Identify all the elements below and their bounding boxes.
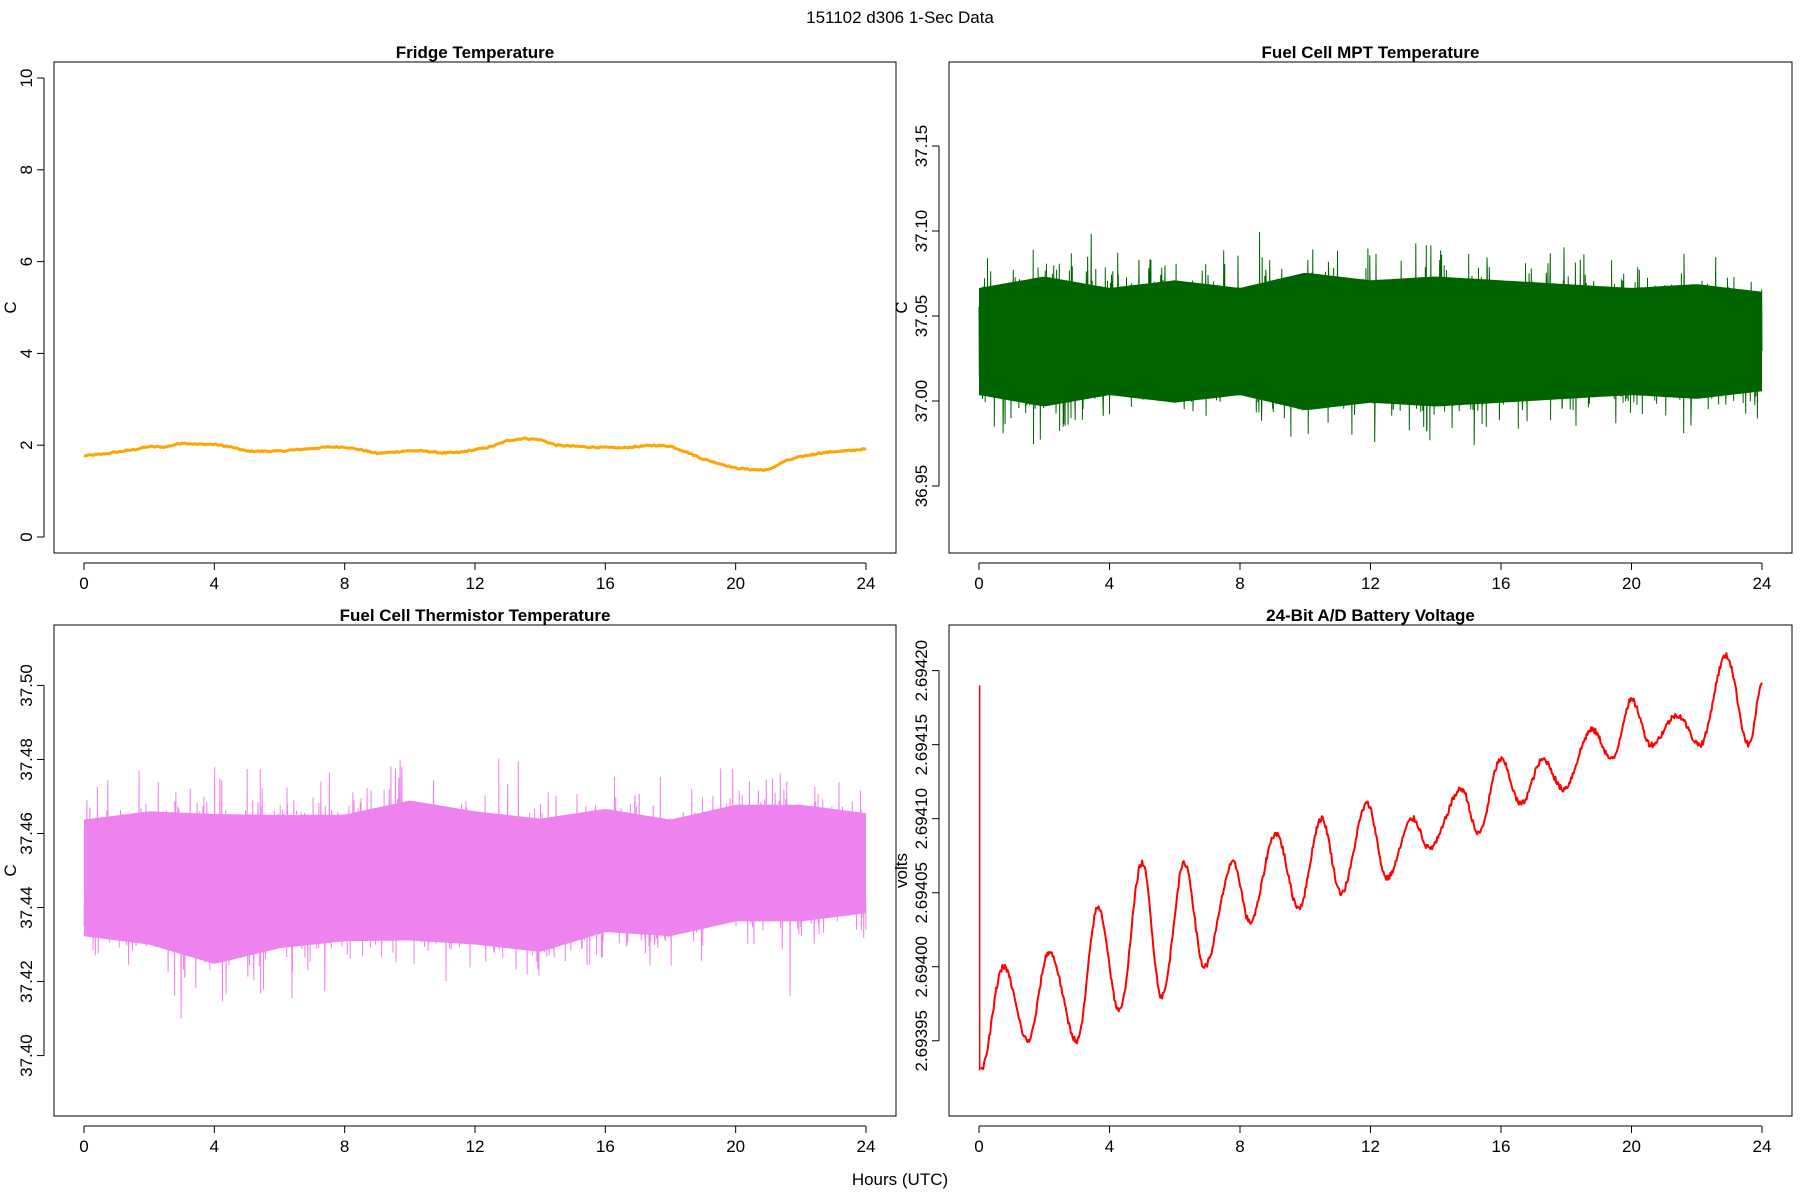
x-tick-label: 4 xyxy=(210,574,219,593)
x-tick-label: 0 xyxy=(974,1137,983,1156)
x-tick-label: 24 xyxy=(857,574,876,593)
y-tick-label: 8 xyxy=(17,165,36,174)
y-tick-label: 37.48 xyxy=(17,738,36,781)
y-tick-label: 6 xyxy=(17,257,36,266)
y-axis-label: C xyxy=(892,301,911,313)
x-tick-label: 0 xyxy=(79,1137,88,1156)
panel-title: 24-Bit A/D Battery Voltage xyxy=(1266,606,1475,625)
x-tick-label: 8 xyxy=(1235,574,1244,593)
series-band xyxy=(84,800,866,964)
y-axis-label: C xyxy=(1,864,20,876)
x-tick-label: 12 xyxy=(1361,574,1380,593)
x-tick-label: 20 xyxy=(1622,574,1641,593)
x-tick-label: 20 xyxy=(726,574,745,593)
y-tick-label: 4 xyxy=(17,349,36,358)
y-tick-label: 37.42 xyxy=(17,960,36,1003)
panel-thermistor: Fuel Cell Thermistor Temperature 0 4 8 12 16 2… xyxy=(1,606,897,1156)
y-axis-label: volts xyxy=(892,853,911,888)
panel-mpt: Fuel Cell MPT Temperature 0 4 8 12 16 20 24 36.9… xyxy=(892,43,1793,593)
x-tick-label: 24 xyxy=(1753,574,1772,593)
plot-frame xyxy=(53,61,897,554)
y-tick-label: 10 xyxy=(17,69,36,88)
panel-title: Fuel Cell Thermistor Temperature xyxy=(340,606,611,625)
x-tick-label: 0 xyxy=(974,574,983,593)
x-tick-label: 16 xyxy=(596,574,615,593)
y-tick-label: 37.50 xyxy=(17,664,36,707)
x-tick-label: 20 xyxy=(726,1137,745,1156)
x-tick-label: 8 xyxy=(1235,1137,1244,1156)
plot-frame xyxy=(948,61,1793,554)
series-line xyxy=(83,436,867,472)
x-tick-label: 4 xyxy=(1105,574,1114,593)
y-tick-label: 37.40 xyxy=(17,1034,36,1077)
x-tick-label: 0 xyxy=(79,574,88,593)
y-tick-label: 2.69415 xyxy=(912,714,931,775)
y-tick-label: 36.95 xyxy=(912,465,931,508)
y-tick-label: 37.15 xyxy=(912,125,931,168)
y-tick-label: 37.05 xyxy=(912,295,931,338)
y-tick-label: 0 xyxy=(17,532,36,541)
series-line xyxy=(980,652,1763,1070)
y-tick-label: 2.69420 xyxy=(912,640,931,701)
plot-frame xyxy=(948,624,1793,1117)
x-tick-label: 20 xyxy=(1622,1137,1641,1156)
x-tick-label: 24 xyxy=(1753,1137,1772,1156)
x-tick-label: 12 xyxy=(466,1137,485,1156)
plot-frame xyxy=(53,624,897,1117)
y-tick-label: 37.44 xyxy=(17,886,36,929)
y-tick-label: 2.69395 xyxy=(912,1010,931,1071)
x-tick-label: 16 xyxy=(596,1137,615,1156)
y-tick-label: 37.10 xyxy=(912,210,931,253)
panel-title: Fridge Temperature xyxy=(396,43,554,62)
x-tick-label: 16 xyxy=(1492,574,1511,593)
y-tick-label: 37.00 xyxy=(912,380,931,423)
x-tick-label: 4 xyxy=(1105,1137,1114,1156)
y-tick-label: 2 xyxy=(17,440,36,449)
panel-title: Fuel Cell MPT Temperature xyxy=(1262,43,1480,62)
x-tick-label: 4 xyxy=(210,1137,219,1156)
panel-battery: 24-Bit A/D Battery Voltage 0 4 8 12 16 20 24 2.6… xyxy=(892,606,1793,1156)
x-tick-label: 8 xyxy=(340,574,349,593)
x-tick-label: 16 xyxy=(1492,1137,1511,1156)
x-tick-label: 24 xyxy=(857,1137,876,1156)
y-tick-label: 2.69405 xyxy=(912,862,931,923)
y-tick-label: 37.46 xyxy=(17,812,36,855)
y-tick-label: 2.69400 xyxy=(912,936,931,997)
x-tick-label: 8 xyxy=(340,1137,349,1156)
x-tick-label: 12 xyxy=(466,574,485,593)
x-tick-label: 12 xyxy=(1361,1137,1380,1156)
figure-title: 151102 d306 1-Sec Data xyxy=(806,8,994,27)
y-axis-label: C xyxy=(1,301,20,313)
figure-xlabel: Hours (UTC) xyxy=(852,1170,948,1189)
y-tick-label: 2.69410 xyxy=(912,788,931,849)
series-band xyxy=(979,273,1762,410)
